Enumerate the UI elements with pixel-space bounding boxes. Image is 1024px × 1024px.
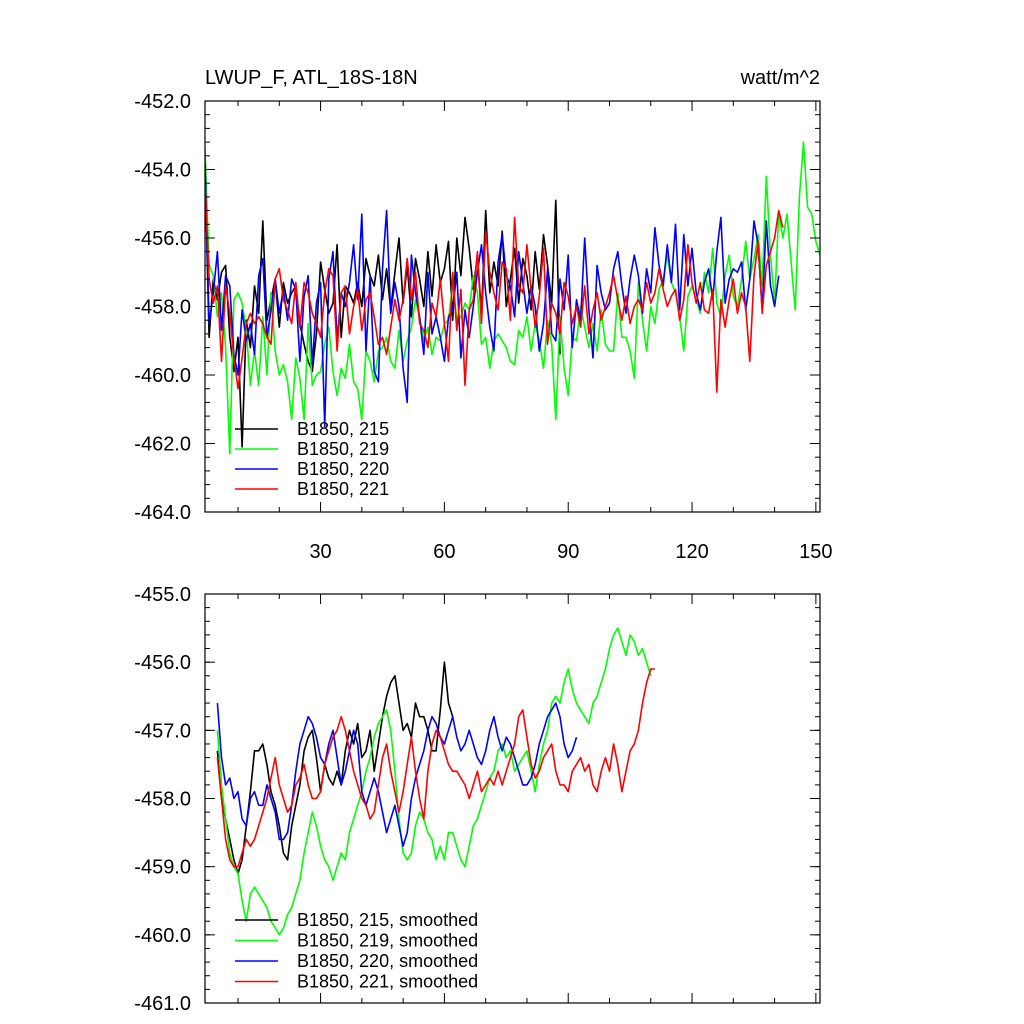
series-line-b1850-219 [205, 141, 820, 455]
bottom-panel: -455.0 -456.0 -457.0 -458.0 -459.0 -460.0 -461… [134, 584, 821, 1015]
chart-title: LWUP_F, ATL_18S-18N [205, 67, 418, 89]
y-tick-label: -464.0 [134, 502, 191, 524]
x-tick-label: 30 [309, 541, 331, 563]
series-line-b1850-220 [205, 162, 780, 428]
y-tick-label: -458.0 [134, 297, 191, 319]
x-tick-label: 120 [675, 541, 708, 563]
units-label: watt/m^2 [740, 67, 820, 89]
series-line-b1850-219 [216, 627, 652, 936]
top-panel: -452.0 -454.0 -456.0 -458.0 -460.0 -462.0 -464… [134, 67, 832, 563]
y-tick-label: -461.0 [134, 993, 191, 1015]
series-line-b1850-221 [205, 183, 784, 393]
y-tick-label: -454.0 [134, 160, 191, 182]
legend-label: B1850, 221, smoothed [297, 972, 478, 992]
legend-label: B1850, 221 [297, 479, 389, 499]
legend-label: B1850, 215 [297, 419, 389, 439]
series-line-b1850-215 [216, 661, 454, 875]
y-tick-label: -459.0 [134, 857, 191, 879]
series-group [205, 141, 820, 455]
y-tick-label: -456.0 [134, 652, 191, 674]
x-tick-label: 60 [433, 541, 455, 563]
y-tick-label: -455.0 [134, 584, 191, 606]
y-tick-label: -458.0 [134, 789, 191, 811]
legend-label: B1850, 220, smoothed [297, 951, 478, 971]
y-tick-label: -456.0 [134, 228, 191, 250]
series-line-b1850-221 [216, 668, 655, 868]
legend-label: B1850, 220 [297, 459, 389, 479]
series-line-b1850-220 [216, 702, 578, 848]
x-tick-label: 150 [799, 541, 832, 563]
y-tick-label: -452.0 [134, 91, 191, 113]
y-tick-label: -460.0 [134, 365, 191, 387]
y-tick-label: -457.0 [134, 720, 191, 742]
legend-label: B1850, 219, smoothed [297, 931, 478, 951]
series-line-b1850-215 [205, 169, 561, 448]
x-tick-label: 90 [557, 541, 579, 563]
legend-label: B1850, 219 [297, 439, 389, 459]
series-group [216, 627, 655, 936]
y-tick-label: -462.0 [134, 434, 191, 456]
y-tick-label: -460.0 [134, 925, 191, 947]
legend-label: B1850, 215, smoothed [297, 910, 478, 930]
